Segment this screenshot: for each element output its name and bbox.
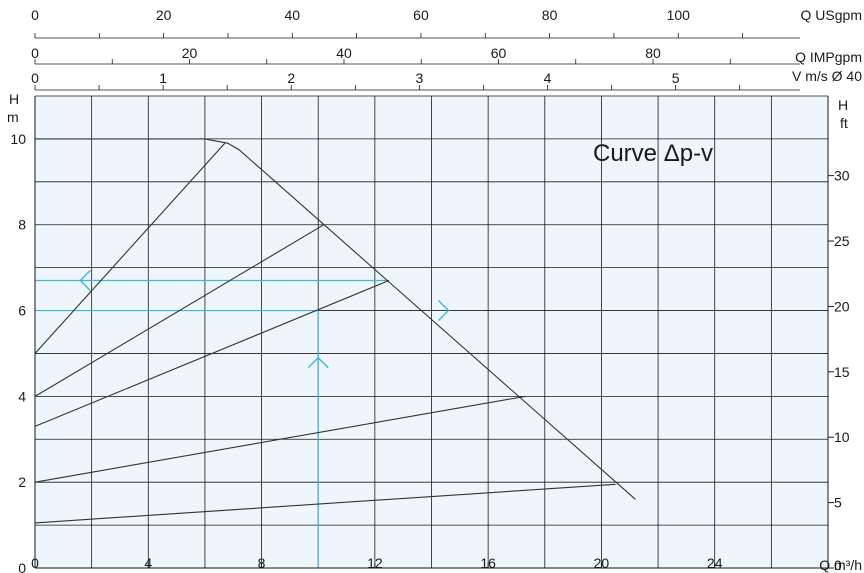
top-axis-tick-label: 100	[667, 7, 691, 23]
arrow-right-icon	[437, 300, 450, 322]
y-left-tick-label: 8	[18, 217, 26, 233]
dp-v-curve-line	[34, 279, 390, 427]
top-axis-tick-label: 3	[415, 70, 423, 86]
operating-point-annotations	[35, 270, 450, 568]
top-axis-tick-label: 40	[336, 45, 352, 61]
y-left-tick-label: 4	[18, 388, 26, 404]
grid	[34, 95, 829, 569]
x-tick-labels: 04812162024	[31, 555, 723, 571]
y-right-tick-label: 15	[834, 364, 850, 380]
y-left-label-h: H	[9, 91, 19, 107]
y-right-tick-label: 10	[834, 429, 850, 445]
top-axis-tick-label: 20	[182, 45, 198, 61]
y-left-tick-label: 0	[18, 560, 26, 573]
top-axis-tick-label: 0	[31, 45, 39, 61]
axes	[34, 96, 829, 569]
top-axis-tick-label: 0	[31, 70, 39, 86]
dp-v-curve-line	[34, 224, 325, 397]
top-axis-tick-label: 2	[287, 70, 295, 86]
y-right-tick-label: 25	[834, 233, 850, 249]
dp-v-curve-line	[34, 142, 226, 354]
y-left-tick-label: 10	[10, 131, 26, 147]
top-axis-tick-label: 4	[544, 70, 552, 86]
top-axis-tick-label: 80	[542, 7, 558, 23]
axis-labels: H m H ft Q m³/h Q USgpm Q IMPgpm V m/s Ø…	[7, 7, 862, 573]
y-left-tick-labels: 0 2 4 6 8 10	[10, 131, 26, 573]
top-axis-tick-label: 20	[156, 7, 172, 23]
curves	[34, 138, 636, 524]
top-axis-tick-label: 0	[31, 7, 39, 23]
y-left-label-unit: m	[7, 109, 19, 125]
top-axis-tick-label: 5	[672, 70, 680, 86]
x-axis-label: Q m³/h	[819, 557, 862, 573]
y-left-tick-label: 6	[18, 303, 26, 319]
top-axis-label-usgpm: Q USgpm	[801, 7, 862, 23]
top-axis-tick-label: 60	[491, 45, 507, 61]
arrow-up-icon	[307, 356, 329, 369]
arrow-left-icon	[79, 270, 91, 292]
top-axis-tick-label: 40	[285, 7, 301, 23]
y-right-tick-label: 20	[834, 298, 850, 314]
dp-v-curve-line	[34, 483, 616, 524]
chart-title: Curve Δp-v	[593, 140, 713, 167]
y-right-tick-label: 5	[834, 495, 842, 511]
top-axis-label-impgpm: Q IMPgpm	[795, 49, 862, 65]
y-left-tick-label: 2	[18, 474, 26, 490]
top-axes: 0 20 40 60 80 100 0 20 40 60 80 0 1 2 3 4 5	[31, 7, 800, 91]
top-axis-label-velocity: V m/s Ø 40	[792, 68, 862, 84]
y-right-label-unit: ft	[840, 115, 848, 131]
max-pump-curve	[35, 138, 636, 500]
top-axis-tick-label: 60	[413, 7, 429, 23]
y-right-tick-labels: 0 5 10 15 20 25 30	[828, 168, 850, 573]
dp-v-curve-line	[34, 395, 526, 483]
top-axis-tick-label: 80	[645, 45, 661, 61]
y-right-tick-label: 30	[834, 168, 850, 184]
top-axis-tick-label: 1	[159, 70, 167, 86]
y-right-tick-label: 0	[834, 557, 842, 573]
y-right-label-h: H	[838, 97, 848, 113]
